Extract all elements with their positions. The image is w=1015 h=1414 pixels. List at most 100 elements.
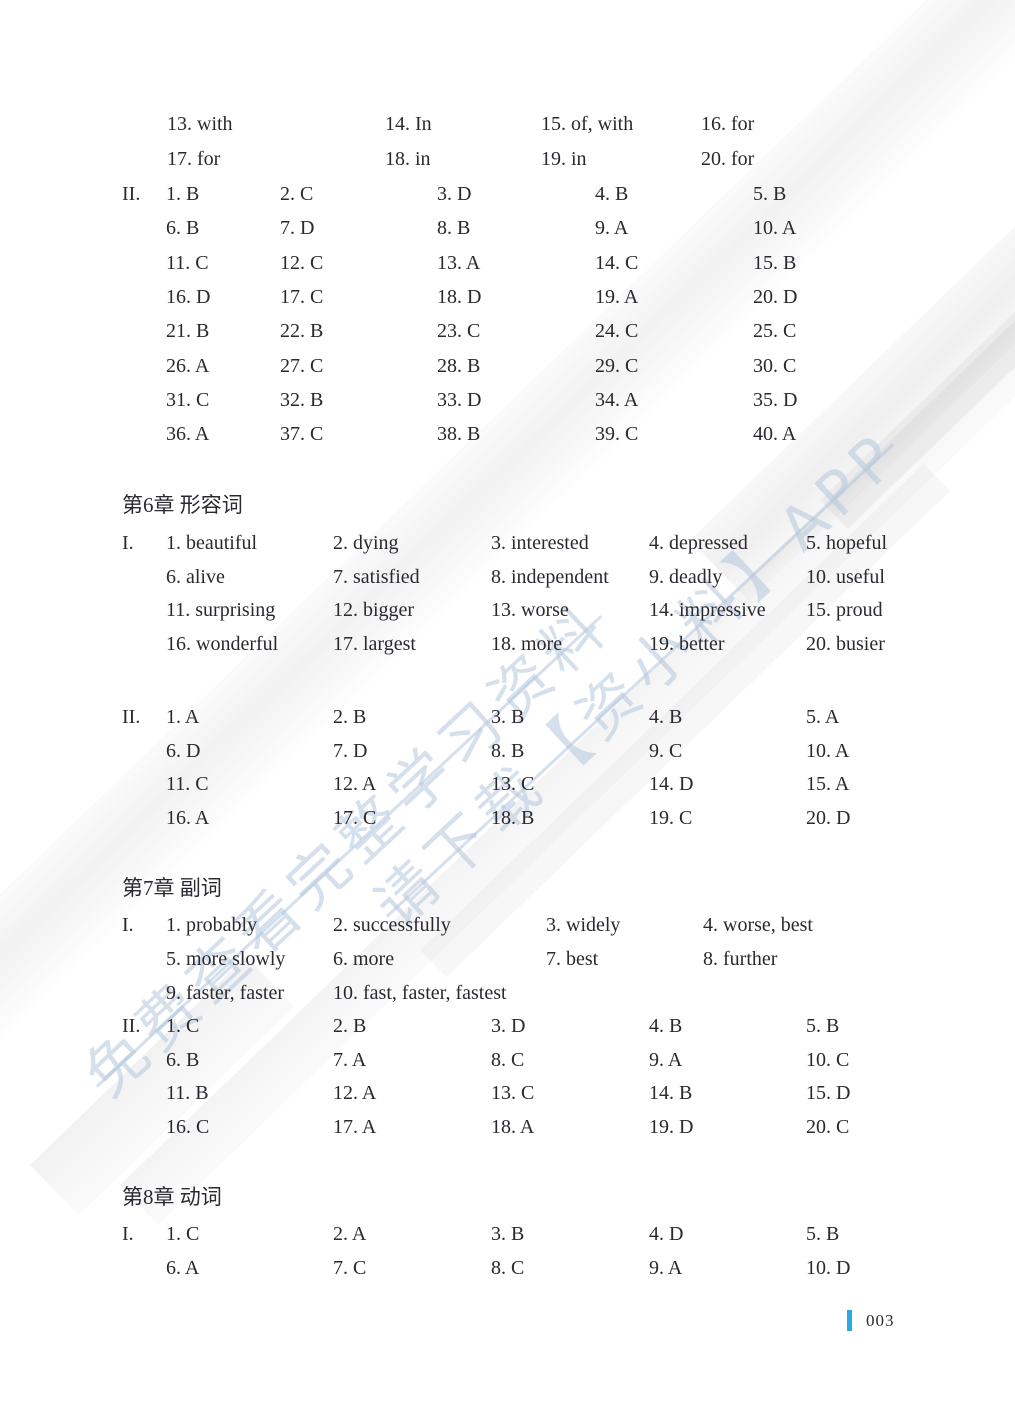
answer-cell: 4. B — [595, 183, 629, 205]
answer-cell: 7. D — [333, 740, 368, 762]
answer-cell: 10. A — [753, 217, 797, 239]
answer-cell: 15. proud — [806, 599, 883, 621]
answer-cell: 9. A — [649, 1257, 683, 1279]
answer-cell: 24. C — [595, 320, 639, 342]
answer-cell: 17. for — [167, 148, 221, 170]
answer-cell: 22. B — [280, 320, 324, 342]
answer-cell: 13. A — [437, 252, 481, 274]
answer-cell: 34. A — [595, 389, 639, 411]
answer-cell: 4. B — [649, 706, 683, 728]
answer-cell: 31. C — [166, 389, 210, 411]
answer-cell: 17. C — [280, 286, 324, 308]
answer-cell: 39. C — [595, 423, 639, 445]
answer-cell: 2. A — [333, 1223, 367, 1245]
answer-cell: 2. dying — [333, 532, 399, 554]
answer-cell: 6. B — [166, 1049, 200, 1071]
answer-cell: 13. worse — [491, 599, 569, 621]
answer-cell: 8. B — [491, 740, 525, 762]
answer-cell: 30. C — [753, 355, 797, 377]
answer-cell: 28. B — [437, 355, 481, 377]
answer-cell: 17. largest — [333, 633, 416, 655]
answer-cell: 7. C — [333, 1257, 367, 1279]
answer-cell: 1. beautiful — [166, 532, 258, 554]
answer-cell: 20. busier — [806, 633, 885, 655]
answer-cell: 5. B — [806, 1015, 840, 1037]
answer-cell: 5. B — [806, 1223, 840, 1245]
answer-cell: 10. C — [806, 1049, 850, 1071]
answer-cell: 6. D — [166, 740, 201, 762]
answer-cell: 18. in — [385, 148, 431, 170]
answer-cell: 15. D — [806, 1082, 851, 1104]
answer-cell: 6. A — [166, 1257, 200, 1279]
answer-cell: 3. D — [437, 183, 472, 205]
answer-cell: 5. B — [753, 183, 787, 205]
answer-cell: 16. C — [166, 1116, 210, 1138]
section-label: I. — [122, 532, 134, 554]
answer-cell: 2. B — [333, 706, 367, 728]
answer-cell: 19. A — [595, 286, 639, 308]
answer-cell: 26. A — [166, 355, 210, 377]
answer-cell: 13. with — [167, 113, 233, 135]
answer-cell: 1. C — [166, 1015, 200, 1037]
answer-cell: 18. A — [491, 1116, 535, 1138]
answer-cell: 19. D — [649, 1116, 694, 1138]
answer-cell: 4. worse, best — [703, 914, 813, 936]
answer-cell: 1. A — [166, 706, 200, 728]
answer-cell: 8. further — [703, 948, 778, 970]
answer-cell: 14. B — [649, 1082, 693, 1104]
chapter-heading: 第6章 形容词 — [122, 493, 243, 517]
chapter-heading: 第8章 动词 — [122, 1185, 222, 1209]
answer-cell: 4. D — [649, 1223, 684, 1245]
answer-cell: 9. C — [649, 740, 683, 762]
answer-cell: 12. A — [333, 1082, 377, 1104]
answer-cell: 33. D — [437, 389, 482, 411]
answer-cell: 19. better — [649, 633, 725, 655]
answer-cell: 9. A — [649, 1049, 683, 1071]
answer-cell: 9. deadly — [649, 566, 723, 588]
answer-cell: 12. bigger — [333, 599, 415, 621]
answer-cell: 40. A — [753, 423, 797, 445]
answer-cell: 2. B — [333, 1015, 367, 1037]
answer-cell: 20. C — [806, 1116, 850, 1138]
chapter-heading: 第7章 副词 — [122, 876, 222, 900]
answer-cell: 4. B — [649, 1015, 683, 1037]
answer-cell: 7. best — [546, 948, 599, 970]
answer-cell: 7. A — [333, 1049, 367, 1071]
answer-cell: 5. A — [806, 706, 840, 728]
answer-cell: 12. C — [280, 252, 324, 274]
answer-cell: 14. C — [595, 252, 639, 274]
answer-cell: 35. D — [753, 389, 798, 411]
answer-cell: 3. B — [491, 1223, 525, 1245]
answer-cell: 3. D — [491, 1015, 526, 1037]
answer-cell: 4. depressed — [649, 532, 748, 554]
answer-cell: 14. In — [385, 113, 432, 135]
answer-cell: 18. more — [491, 633, 563, 655]
answer-cell: 5. hopeful — [806, 532, 888, 554]
answer-cell: 23. C — [437, 320, 481, 342]
section-label: I. — [122, 1223, 134, 1245]
answer-cell: 11. surprising — [166, 599, 276, 621]
answer-cell: 12. A — [333, 773, 377, 795]
answer-cell: 17. C — [333, 807, 377, 829]
answer-cell: 13. C — [491, 1082, 535, 1104]
answer-cell: 10. useful — [806, 566, 885, 588]
answer-cell: 18. D — [437, 286, 482, 308]
page-number-accent-bar — [847, 1310, 852, 1331]
answer-cell: 5. more slowly — [166, 948, 286, 970]
answer-cell: 8. B — [437, 217, 471, 239]
answer-cell: 14. impressive — [649, 599, 766, 621]
answer-cell: 16. wonderful — [166, 633, 279, 655]
answer-cell: 15. of, with — [541, 113, 634, 135]
answer-cell: 6. alive — [166, 566, 225, 588]
answer-cell: 7. satisfied — [333, 566, 420, 588]
answer-cell: 10. D — [806, 1257, 851, 1279]
answer-cell: 16. A — [166, 807, 210, 829]
